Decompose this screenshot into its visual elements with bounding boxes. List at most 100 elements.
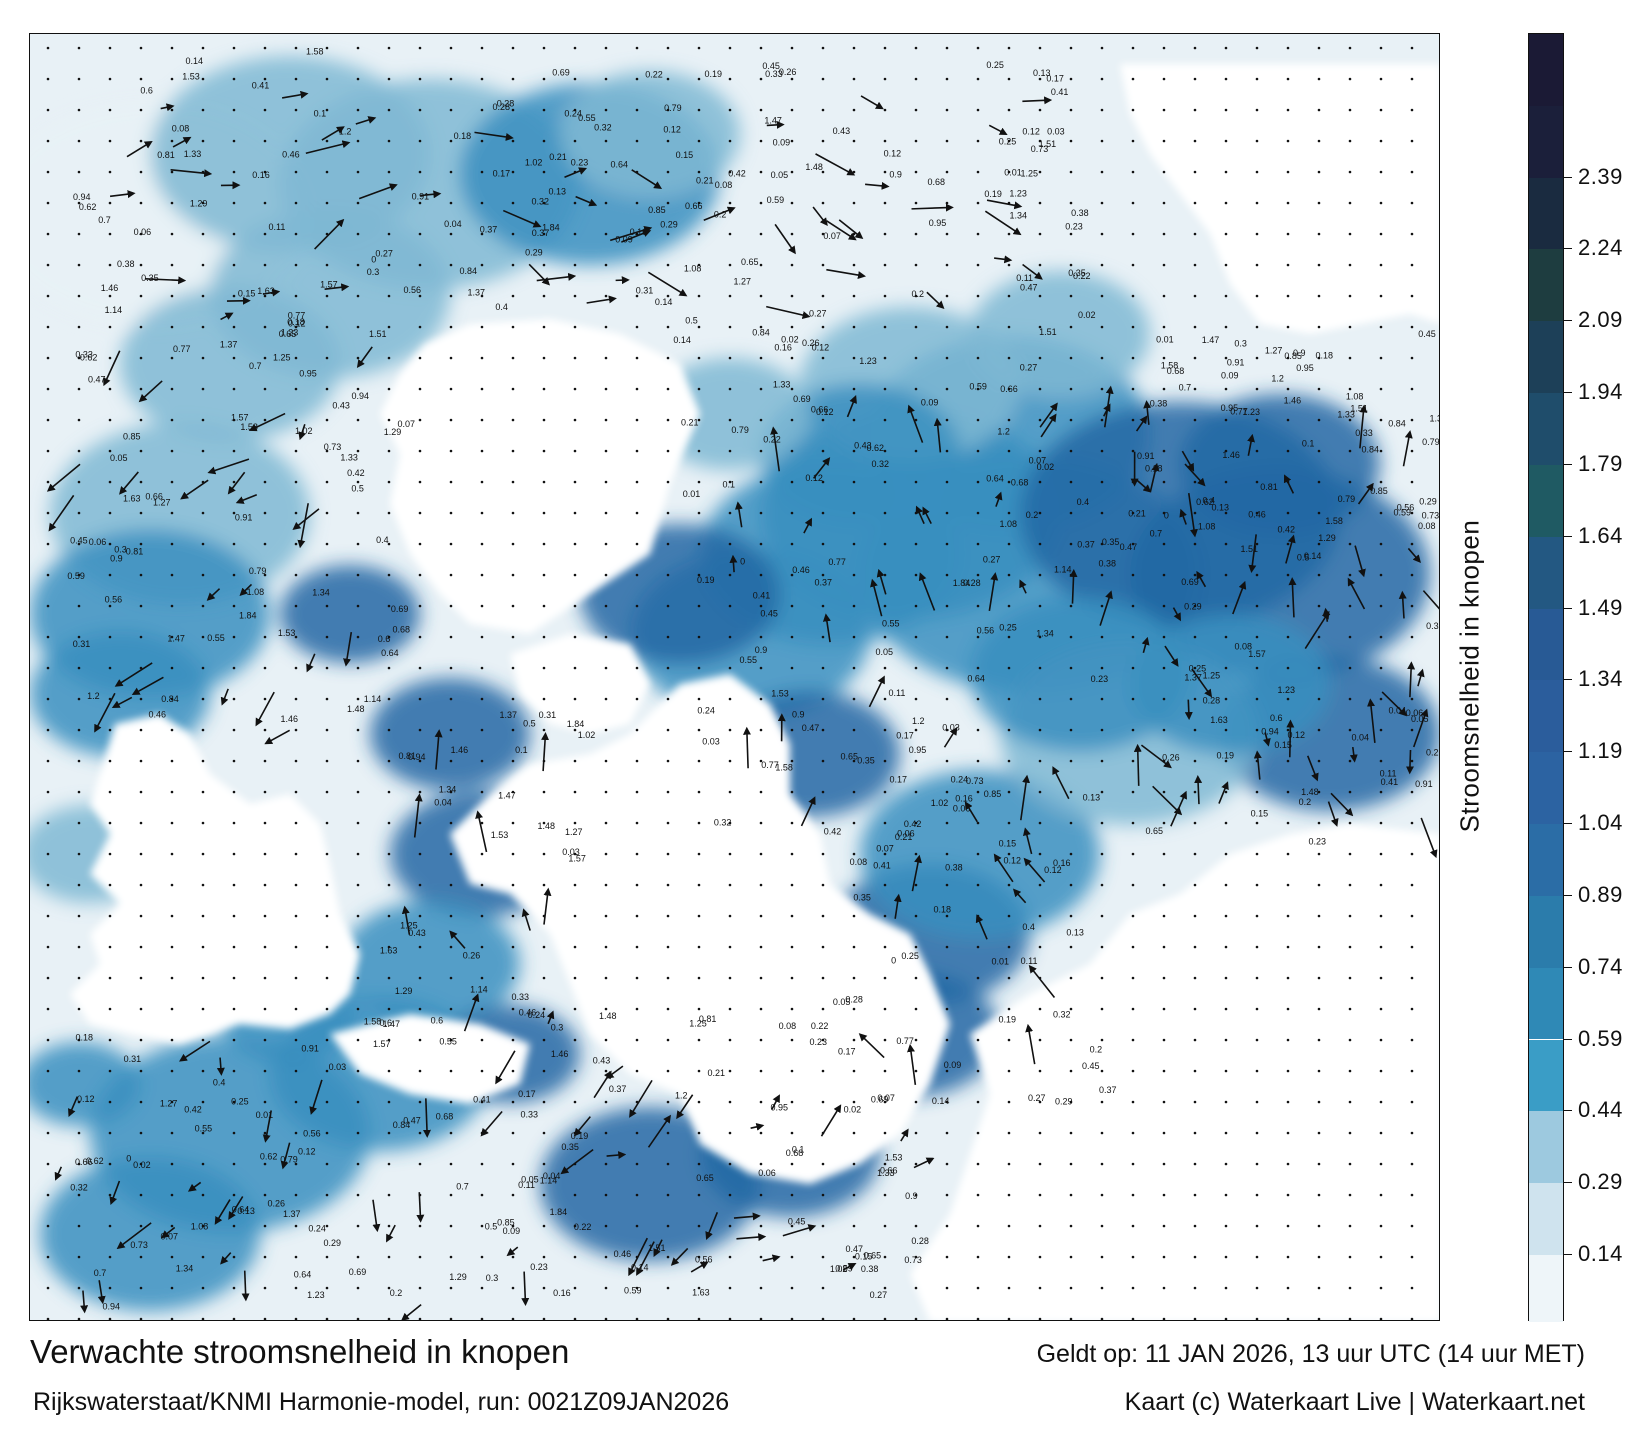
grid-dot xyxy=(1255,108,1259,112)
grid-dot xyxy=(1410,697,1414,701)
colorbar-tick xyxy=(1564,1038,1572,1040)
current-arrow xyxy=(636,1241,655,1276)
grid-dot xyxy=(77,635,81,639)
grid-dot xyxy=(1348,387,1352,391)
current-arrow xyxy=(1187,493,1198,538)
grid-dot xyxy=(1100,108,1104,112)
grid-dot xyxy=(1193,294,1197,298)
grid-dot xyxy=(1131,573,1135,577)
grid-dot xyxy=(1348,759,1352,763)
speed-label: 0.25 xyxy=(901,951,919,961)
speed-label: 0.35 xyxy=(857,756,875,766)
grid-dot xyxy=(914,480,918,484)
grid-dot xyxy=(1193,945,1197,949)
speed-label: 0.12 xyxy=(1288,730,1306,740)
grid-dot xyxy=(46,108,50,112)
grid-dot xyxy=(387,480,391,484)
speed-label: 1.14 xyxy=(364,694,382,704)
grid-dot xyxy=(356,294,360,298)
speed-label: 0.23 xyxy=(1308,836,1326,846)
current-arrow xyxy=(214,1199,231,1225)
grid-dot xyxy=(821,480,825,484)
grid-dot xyxy=(1069,480,1073,484)
colorbar-tick xyxy=(1564,894,1572,896)
current-arrow xyxy=(812,206,828,227)
grid-dot xyxy=(418,139,422,143)
grid-dot xyxy=(1162,790,1166,794)
current-arrow xyxy=(943,726,958,748)
grid-dot xyxy=(449,1193,453,1197)
grid-dot xyxy=(1193,1286,1197,1290)
grid-dot xyxy=(635,77,639,81)
grid-dot xyxy=(1317,449,1321,453)
grid-dot xyxy=(1193,666,1197,670)
current-arrow xyxy=(536,272,577,282)
current-arrow xyxy=(1218,781,1229,804)
grid-dot xyxy=(728,263,732,267)
grid-dot xyxy=(325,573,329,577)
grid-dot xyxy=(511,790,515,794)
current-arrow xyxy=(1405,749,1414,775)
speed-label: 0.24 xyxy=(564,109,582,119)
grid-dot xyxy=(1162,666,1166,670)
grid-dot xyxy=(46,170,50,174)
grid-dot xyxy=(542,852,546,856)
grid-dot xyxy=(449,976,453,980)
grid-dot xyxy=(697,1286,701,1290)
grid-dot xyxy=(1317,1069,1321,1073)
grid-dot xyxy=(1224,46,1228,50)
speed-label: 0.33 xyxy=(765,69,783,79)
grid-dot xyxy=(77,976,81,980)
current-arrow xyxy=(241,1270,250,1302)
grid-dot xyxy=(325,480,329,484)
grid-dot xyxy=(697,387,701,391)
speed-label: 0.18 xyxy=(1145,464,1163,474)
grid-dot xyxy=(1193,201,1197,205)
grid-dot xyxy=(542,821,546,825)
grid-dot xyxy=(449,852,453,856)
speed-label: 0.91 xyxy=(301,1043,319,1053)
speed-label: 1.46 xyxy=(1284,396,1302,406)
speed-label: 0.69 xyxy=(793,394,811,404)
grid-dot xyxy=(1069,728,1073,732)
grid-dot xyxy=(480,1100,484,1104)
grid-dot xyxy=(821,294,825,298)
grid-dot xyxy=(325,728,329,732)
speed-label: 0.07 xyxy=(161,1231,179,1241)
grid-dot xyxy=(325,418,329,422)
grid-dot xyxy=(263,356,267,360)
grid-dot xyxy=(697,1255,701,1259)
grid-dot xyxy=(232,201,236,205)
grid-dot xyxy=(1038,263,1042,267)
grid-dot xyxy=(232,728,236,732)
grid-dot xyxy=(139,108,143,112)
speed-label: 1.25 xyxy=(273,353,291,363)
grid-dot xyxy=(294,1255,298,1259)
grid-dot xyxy=(852,1007,856,1011)
grid-dot xyxy=(976,728,980,732)
speed-label: 0.21 xyxy=(549,152,567,162)
grid-dot xyxy=(77,1069,81,1073)
speed-label: 0.62 xyxy=(1196,497,1214,507)
grid-dot xyxy=(1100,294,1104,298)
grid-dot xyxy=(511,976,515,980)
grid-dot xyxy=(1069,294,1073,298)
grid-dot xyxy=(883,542,887,546)
grid-dot xyxy=(170,852,174,856)
colorbar-tick xyxy=(1564,966,1572,968)
grid-dot xyxy=(325,1069,329,1073)
grid-dot xyxy=(790,1193,794,1197)
grid-dot xyxy=(914,511,918,515)
grid-dot xyxy=(1286,1286,1290,1290)
grid-dot xyxy=(1286,573,1290,577)
grid-dot xyxy=(1348,635,1352,639)
grid-dot xyxy=(759,387,763,391)
grid-dot xyxy=(46,449,50,453)
grid-dot xyxy=(1286,1100,1290,1104)
speed-label: 0.07 xyxy=(823,231,841,241)
grid-dot xyxy=(1193,542,1197,546)
grid-dot xyxy=(1255,418,1259,422)
current-arrow xyxy=(994,491,1003,507)
grid-dot xyxy=(480,46,484,50)
grid-dot xyxy=(108,1131,112,1135)
